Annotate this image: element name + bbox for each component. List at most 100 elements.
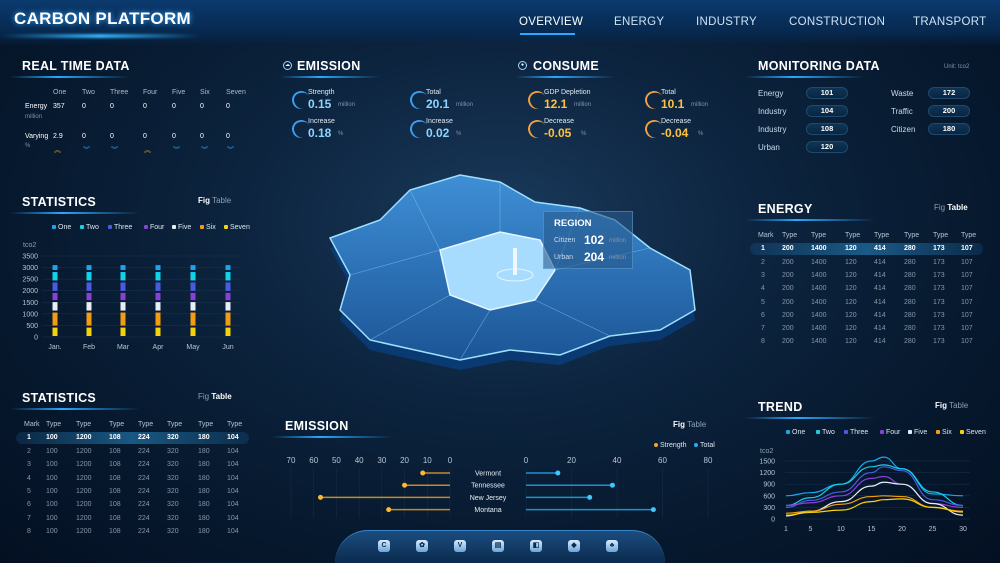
table-cell[interactable]: 280 xyxy=(904,271,916,279)
table-cell[interactable]: 2 xyxy=(761,258,765,266)
table-cell[interactable]: 120 xyxy=(845,258,857,266)
table-cell[interactable]: 414 xyxy=(874,258,886,266)
table-cell[interactable]: 173 xyxy=(933,245,945,253)
table-cell[interactable]: 1200 xyxy=(76,501,92,509)
table-cell[interactable]: 320 xyxy=(167,474,179,482)
table-cell[interactable]: 1200 xyxy=(76,434,92,442)
table-cell[interactable]: 108 xyxy=(109,474,121,482)
table-cell[interactable]: 100 xyxy=(46,488,58,495)
table-cell[interactable]: 1400 xyxy=(811,271,827,279)
table-tab[interactable]: Table xyxy=(949,401,969,410)
table-cell[interactable]: 2 xyxy=(27,447,31,455)
table-cell[interactable]: 320 xyxy=(167,434,179,442)
table-cell[interactable]: 108 xyxy=(109,501,121,509)
legend-item[interactable]: One xyxy=(52,224,71,231)
table-cell[interactable]: 120 xyxy=(845,271,857,279)
table-cell[interactable]: 108 xyxy=(109,528,121,536)
table-cell[interactable]: 100 xyxy=(46,501,58,509)
table-cell[interactable]: 108 xyxy=(109,488,121,495)
table-cell[interactable]: 280 xyxy=(904,311,916,319)
table-cell[interactable]: 107 xyxy=(961,285,973,293)
legend-item[interactable]: One xyxy=(786,429,805,436)
table-cell[interactable]: 320 xyxy=(167,501,179,509)
table-cell[interactable]: 120 xyxy=(845,285,857,293)
table-cell[interactable]: 200 xyxy=(782,338,794,346)
table-cell[interactable]: 320 xyxy=(167,461,179,469)
table-cell[interactable]: 1400 xyxy=(811,258,827,266)
table-cell[interactable]: 104 xyxy=(227,501,239,509)
table-cell[interactable]: 4 xyxy=(761,285,765,293)
table-cell[interactable]: 320 xyxy=(167,528,179,536)
table-cell[interactable]: 108 xyxy=(109,514,121,522)
table-cell[interactable]: 1400 xyxy=(811,325,827,333)
table-cell[interactable]: 414 xyxy=(874,311,886,319)
table-cell[interactable]: 224 xyxy=(138,528,150,536)
building-icon[interactable]: ▤ xyxy=(492,540,504,552)
table-cell[interactable]: 224 xyxy=(138,461,150,469)
table-cell[interactable]: 280 xyxy=(904,338,916,346)
fig-tab[interactable]: Fig xyxy=(198,196,210,205)
table-cell[interactable]: 173 xyxy=(933,285,945,293)
table-cell[interactable]: 104 xyxy=(227,488,239,495)
table-cell[interactable]: 280 xyxy=(904,325,916,333)
table-cell[interactable]: 1200 xyxy=(76,488,92,495)
table-cell[interactable]: 104 xyxy=(227,528,239,536)
table-cell[interactable]: 120 xyxy=(845,245,857,253)
nav-energy[interactable]: ENERGY xyxy=(614,16,665,28)
table-cell[interactable]: 1200 xyxy=(76,474,92,482)
table-cell[interactable]: 173 xyxy=(933,311,945,319)
table-cell[interactable]: 200 xyxy=(782,285,794,293)
table-cell[interactable]: 107 xyxy=(961,298,973,306)
table-cell[interactable]: 100 xyxy=(46,461,58,469)
table-cell[interactable]: 107 xyxy=(961,338,973,346)
table-cell[interactable]: 173 xyxy=(933,325,945,333)
legend-item[interactable]: Three xyxy=(108,224,132,231)
nav-overview[interactable]: OVERVIEW xyxy=(519,16,584,28)
table-cell[interactable]: 5 xyxy=(761,298,765,306)
table-tab[interactable]: Table xyxy=(947,203,968,212)
table-cell[interactable]: 107 xyxy=(961,311,973,319)
fig-tab[interactable]: Fig xyxy=(198,392,210,401)
fig-tab[interactable]: Fig xyxy=(935,401,947,410)
table-cell[interactable]: 100 xyxy=(46,514,58,522)
table-cell[interactable]: 414 xyxy=(874,298,886,306)
eye-icon[interactable]: ◆ xyxy=(568,540,580,552)
table-cell[interactable]: 414 xyxy=(874,285,886,293)
legend-item[interactable]: Two xyxy=(80,224,99,231)
table-cell[interactable]: 104 xyxy=(227,434,239,442)
table-cell[interactable]: 107 xyxy=(961,258,973,266)
table-cell[interactable]: 224 xyxy=(138,514,150,522)
gear-icon[interactable]: ✿ xyxy=(416,540,428,552)
table-cell[interactable]: 173 xyxy=(933,298,945,306)
table-cell[interactable]: 180 xyxy=(198,474,210,482)
legend-item[interactable]: Strength xyxy=(654,442,686,449)
table-cell[interactable]: 180 xyxy=(198,528,210,536)
table-cell[interactable]: 414 xyxy=(874,245,886,253)
table-cell[interactable]: 104 xyxy=(227,461,239,469)
table-cell[interactable]: 320 xyxy=(167,488,179,495)
table-cell[interactable]: 100 xyxy=(46,528,58,536)
table-cell[interactable]: 3 xyxy=(761,271,765,279)
table-tab[interactable]: Table xyxy=(211,392,232,401)
legend-item[interactable]: Six xyxy=(936,429,952,436)
table-cell[interactable]: 108 xyxy=(109,447,121,455)
table-cell[interactable]: 200 xyxy=(782,311,794,319)
table-cell[interactable]: 108 xyxy=(109,461,121,469)
nav-transport[interactable]: TRANSPORT xyxy=(913,16,987,28)
table-cell[interactable]: 173 xyxy=(933,338,945,346)
legend-item[interactable]: Seven xyxy=(224,224,250,231)
table-cell[interactable]: 1400 xyxy=(811,285,827,293)
c-icon[interactable]: C xyxy=(378,540,390,552)
table-cell[interactable]: 180 xyxy=(198,434,210,442)
table-cell[interactable]: 1200 xyxy=(76,447,92,455)
table-cell[interactable]: 120 xyxy=(845,311,857,319)
table-cell[interactable]: 200 xyxy=(782,258,794,266)
fig-tab[interactable]: Fig xyxy=(673,420,685,429)
people-icon[interactable]: ♣ xyxy=(606,540,618,552)
table-cell[interactable]: 1 xyxy=(761,245,765,253)
v-icon[interactable]: V xyxy=(454,540,466,552)
nav-industry[interactable]: INDUSTRY xyxy=(696,16,757,28)
table-cell[interactable]: 3 xyxy=(27,461,31,469)
table-cell[interactable]: 100 xyxy=(46,447,58,455)
legend-item[interactable]: Total xyxy=(694,442,715,449)
